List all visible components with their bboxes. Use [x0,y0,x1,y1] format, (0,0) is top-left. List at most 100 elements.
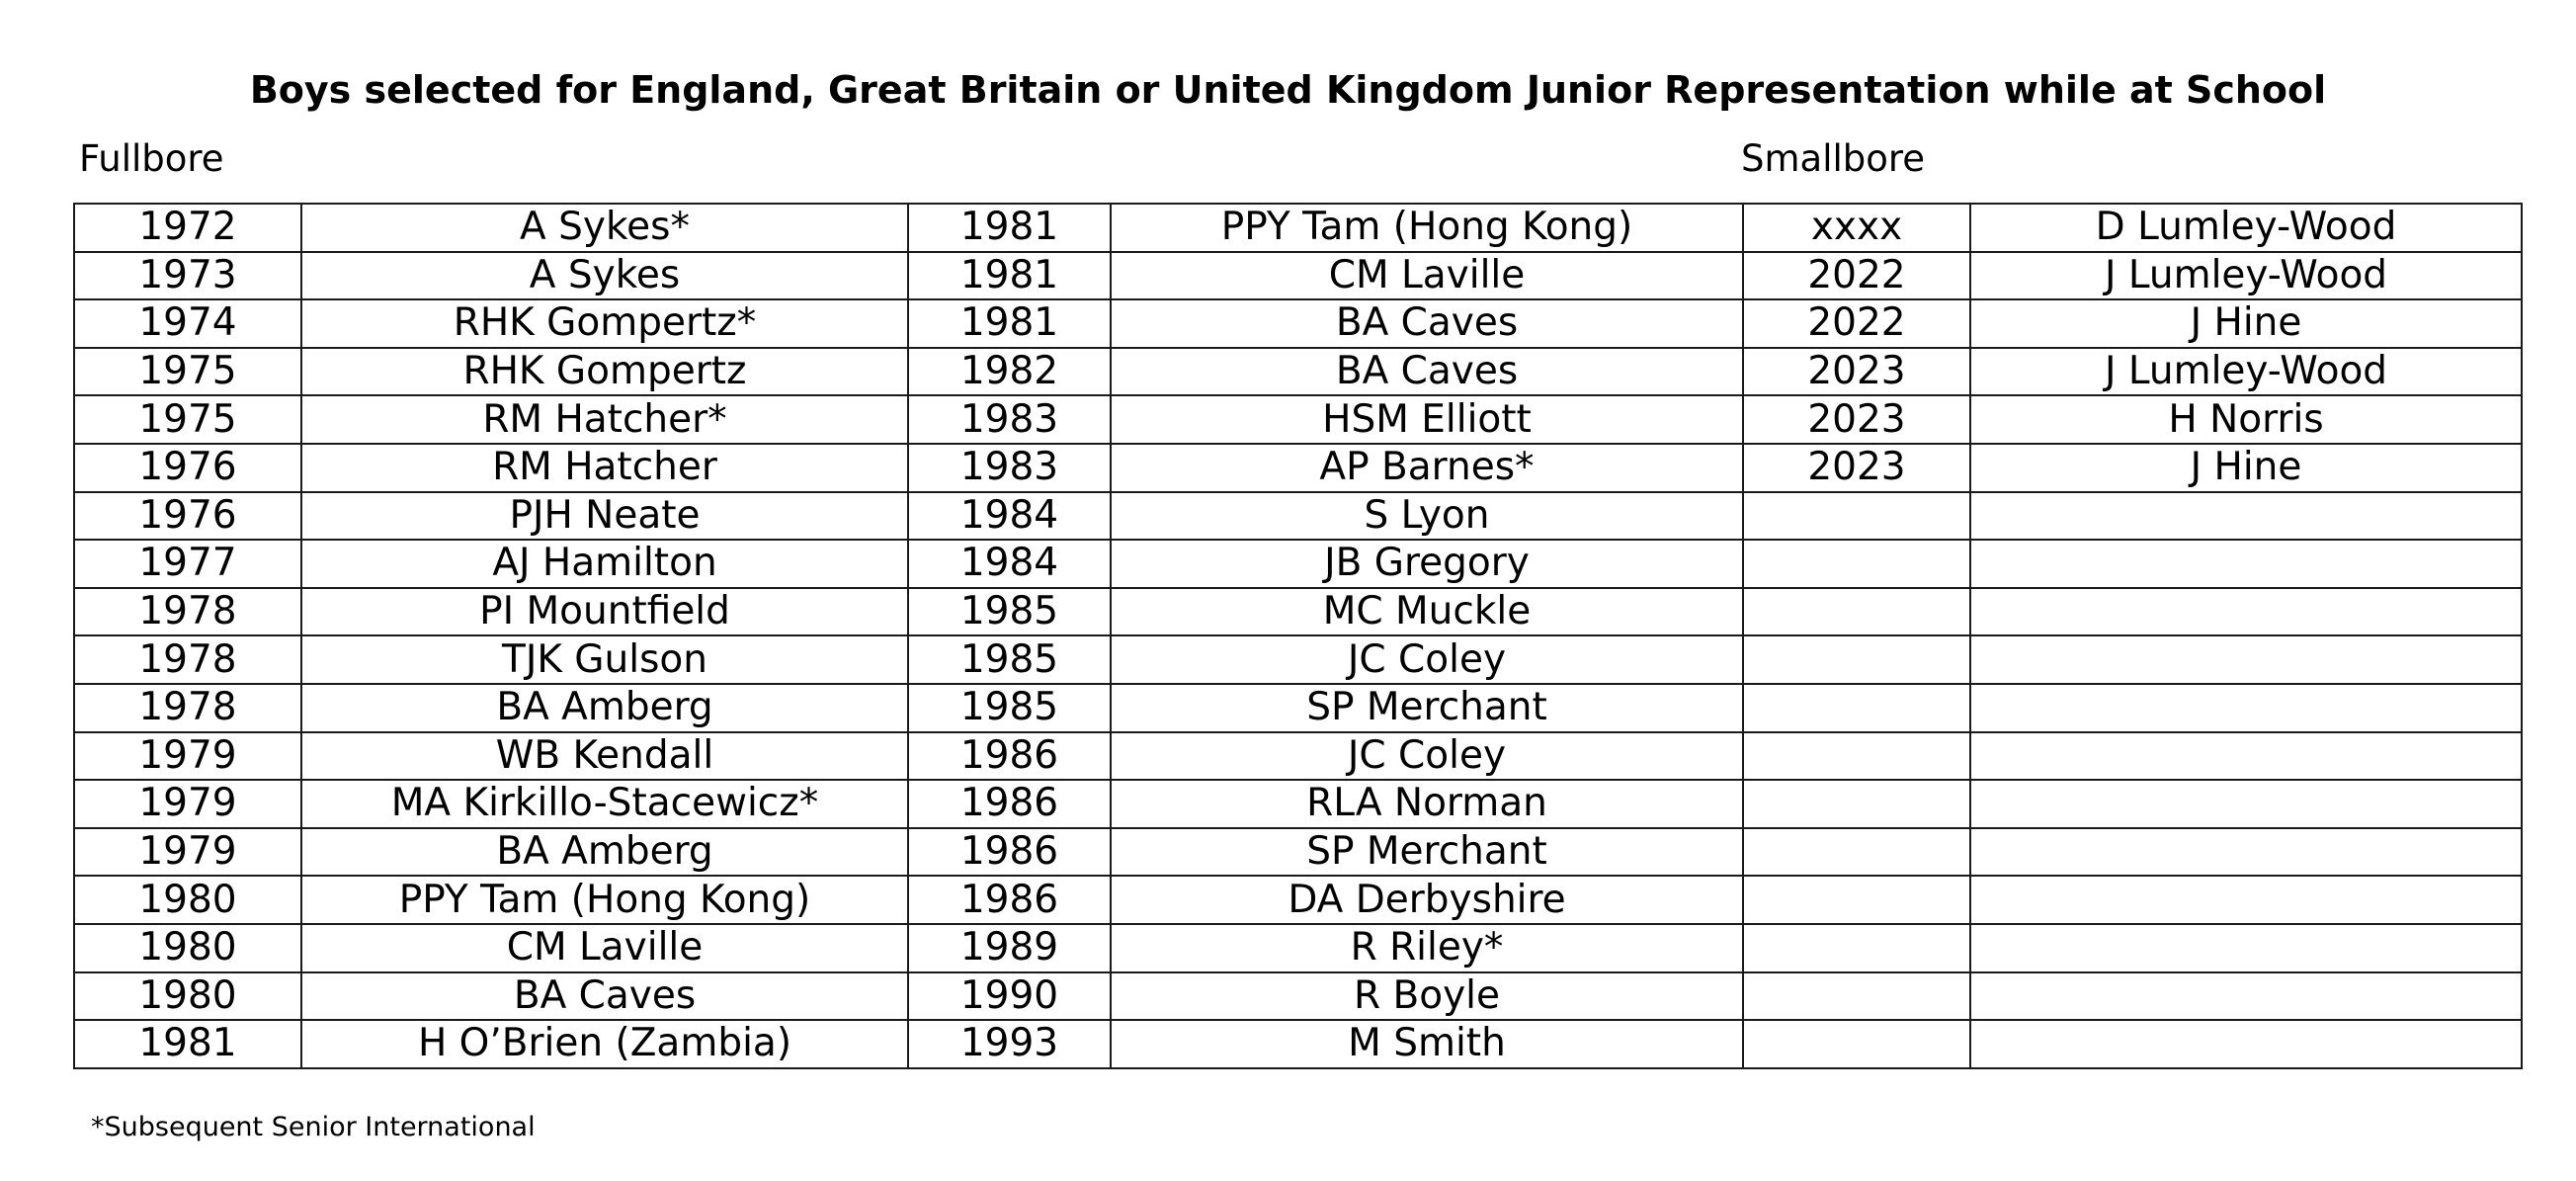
fullbore-name-cell: R Riley* [1110,922,1744,973]
table-row: 1978 PI Mountfield 1985 MC Muckle [73,586,2523,637]
fullbore-name-cell: BA Amberg [300,682,909,733]
fullbore-name-cell: TJK Gulson [300,634,909,685]
fullbore-name-cell: RM Hatcher* [300,394,909,445]
smallbore-name-cell: J Lumley-Wood [1969,346,2523,397]
table-row: 1978 BA Amberg 1985 SP Merchant [73,682,2523,733]
smallbore-year-cell: 2022 [1742,250,1971,301]
smallbore-name-cell [1969,875,2523,925]
fullbore-year-cell: 1985 [907,682,1112,733]
fullbore-name-cell: A Sykes [300,250,909,301]
smallbore-year-cell: 2023 [1742,346,1971,397]
fullbore-name-cell: HSM Elliott [1110,394,1744,445]
fullbore-year-cell: 1985 [907,634,1112,685]
fullbore-year-cell: 1981 [73,1019,302,1069]
fullbore-name-cell: WB Kendall [300,730,909,782]
smallbore-name-cell [1969,634,2523,685]
smallbore-year-cell [1742,490,1971,542]
fullbore-year-cell: 1993 [907,1019,1112,1069]
smallbore-year-cell [1742,875,1971,925]
fullbore-name-cell: BA Caves [1110,298,1744,349]
fullbore-year-cell: 1975 [73,394,302,445]
smallbore-year-cell [1742,634,1971,685]
fullbore-name-cell: JC Coley [1110,730,1744,782]
fullbore-name-cell: H O’Brien (Zambia) [300,1019,909,1069]
smallbore-year-cell [1742,539,1971,589]
fullbore-year-cell: 1982 [907,346,1112,397]
fullbore-year-cell: 1983 [907,394,1112,445]
smallbore-year-cell: 2023 [1742,442,1971,493]
fullbore-year-cell: 1976 [73,490,302,542]
representation-table: 1972 A Sykes* 1981 PPY Tam (Hong Kong) xxxx D… [73,203,2523,1069]
fullbore-year-cell: 1980 [73,970,302,1022]
fullbore-year-cell: 1986 [907,826,1112,878]
fullbore-year-cell: 1980 [73,875,302,925]
fullbore-year-cell: 1980 [73,922,302,973]
fullbore-year-cell: 1990 [907,970,1112,1022]
smallbore-name-cell: J Hine [1969,298,2523,349]
fullbore-name-cell: MC Muckle [1110,586,1744,637]
table-row: 1981 H O’Brien (Zambia) 1993 M Smith [73,1019,2523,1069]
fullbore-year-cell: 1986 [907,875,1112,925]
smallbore-year-cell [1742,586,1971,637]
fullbore-name-cell: DA Derbyshire [1110,875,1744,925]
table-row: 1973 A Sykes 1981 CM Laville 2022 J Lumley-Wo… [73,250,2523,301]
smallbore-name-cell [1969,490,2523,542]
fullbore-name-cell: MA Kirkillo-Stacewicz* [300,779,909,829]
smallbore-name-cell [1969,586,2523,637]
fullbore-year-cell: 1981 [907,203,1112,253]
fullbore-name-cell: S Lyon [1110,490,1744,542]
smallbore-year-cell [1742,922,1971,973]
fullbore-name-cell: R Boyle [1110,970,1744,1022]
fullbore-name-cell: JC Coley [1110,634,1744,685]
smallbore-year-cell [1742,970,1971,1022]
fullbore-name-cell: BA Caves [300,970,909,1022]
fullbore-year-cell: 1989 [907,922,1112,973]
fullbore-name-cell: PPY Tam (Hong Kong) [1110,203,1744,253]
smallbore-year-cell [1742,826,1971,878]
fullbore-name-cell: M Smith [1110,1019,1744,1069]
fullbore-year-cell: 1984 [907,539,1112,589]
page-title: Boys selected for England, Great Britain… [249,68,2327,112]
fullbore-name-cell: PPY Tam (Hong Kong) [300,875,909,925]
smallbore-year-cell [1742,682,1971,733]
smallbore-name-cell: H Norris [1969,394,2523,445]
table-row: 1975 RM Hatcher* 1983 HSM Elliott 2023 H Norr… [73,394,2523,445]
smallbore-name-cell [1969,826,2523,878]
fullbore-year-cell: 1972 [73,203,302,253]
table-row: 1972 A Sykes* 1981 PPY Tam (Hong Kong) xxxx D… [73,203,2523,253]
smallbore-name-cell [1969,922,2523,973]
smallbore-name-cell [1969,539,2523,589]
fullbore-name-cell: A Sykes* [300,203,909,253]
smallbore-year-cell: 2023 [1742,394,1971,445]
smallbore-name-cell [1969,682,2523,733]
table-row: 1979 MA Kirkillo-Stacewicz* 1986 RLA Norman [73,779,2523,829]
fullbore-year-cell: 1986 [907,730,1112,782]
fullbore-year-cell: 1978 [73,586,302,637]
fullbore-name-cell: CM Laville [1110,250,1744,301]
fullbore-name-cell: BA Caves [1110,346,1744,397]
fullbore-name-cell: RHK Gompertz* [300,298,909,349]
fullbore-section-label: Fullbore [79,137,224,180]
table-row: 1975 RHK Gompertz 1982 BA Caves 2023 J Lumley… [73,346,2523,397]
smallbore-name-cell: J Lumley-Wood [1969,250,2523,301]
table-row: 1976 PJH Neate 1984 S Lyon [73,490,2523,542]
fullbore-name-cell: AJ Hamilton [300,539,909,589]
fullbore-year-cell: 1985 [907,586,1112,637]
table-row: 1980 CM Laville 1989 R Riley* [73,922,2523,973]
fullbore-year-cell: 1977 [73,539,302,589]
smallbore-year-cell [1742,779,1971,829]
fullbore-year-cell: 1974 [73,298,302,349]
table-row: 1976 RM Hatcher 1983 AP Barnes* 2023 J Hine [73,442,2523,493]
fullbore-year-cell: 1979 [73,779,302,829]
fullbore-name-cell: SP Merchant [1110,826,1744,878]
fullbore-year-cell: 1976 [73,442,302,493]
fullbore-name-cell: SP Merchant [1110,682,1744,733]
table-row: 1978 TJK Gulson 1985 JC Coley [73,634,2523,685]
table-row: 1974 RHK Gompertz* 1981 BA Caves 2022 J Hine [73,298,2523,349]
table-row: 1980 BA Caves 1990 R Boyle [73,970,2523,1022]
fullbore-year-cell: 1978 [73,634,302,685]
fullbore-name-cell: RM Hatcher [300,442,909,493]
fullbore-year-cell: 1979 [73,826,302,878]
fullbore-name-cell: CM Laville [300,922,909,973]
smallbore-year-cell: xxxx [1742,203,1971,253]
